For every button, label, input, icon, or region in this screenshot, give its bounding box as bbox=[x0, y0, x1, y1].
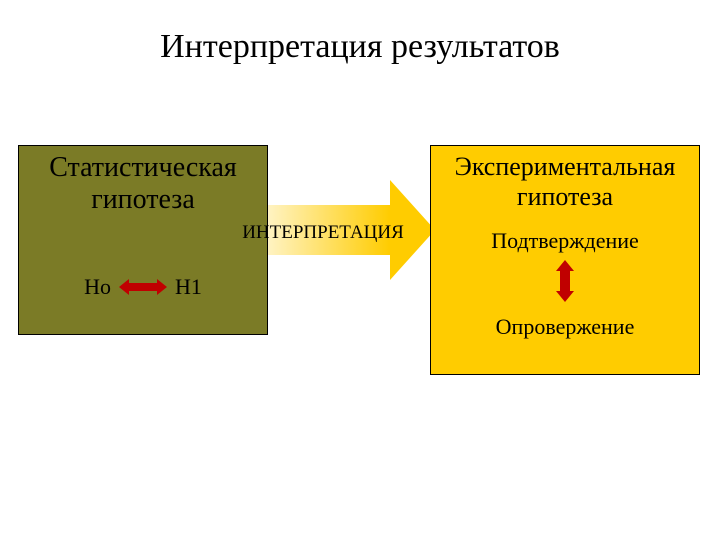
statistical-heading-line1: Статистическая bbox=[19, 152, 267, 184]
interpretation-label: ИНТЕРПРЕТАЦИЯ bbox=[218, 222, 428, 244]
statistical-hypothesis-heading: Статистическая гипотеза bbox=[19, 146, 267, 216]
h0-label: Но bbox=[84, 274, 111, 300]
refutation-label: Опровержение bbox=[431, 314, 699, 340]
experimental-heading-line2: гипотеза bbox=[431, 182, 699, 212]
slide-title: Интерпретация результатов bbox=[0, 28, 720, 66]
confirmation-label: Подтверждение bbox=[431, 228, 699, 254]
statistical-heading-line2: гипотеза bbox=[19, 184, 267, 216]
h0-h1-row: Но Н1 bbox=[19, 274, 267, 300]
experimental-heading-line1: Экспериментальная bbox=[431, 152, 699, 182]
confirm-refute-double-arrow-icon bbox=[556, 260, 574, 302]
slide-title-text: Интерпретация результатов bbox=[160, 28, 560, 65]
h0-h1-double-arrow-icon bbox=[119, 279, 167, 295]
experimental-hypothesis-heading: Экспериментальная гипотеза bbox=[431, 146, 699, 212]
h1-label: Н1 bbox=[175, 274, 202, 300]
experimental-hypothesis-box: Экспериментальная гипотеза Подтверждение… bbox=[430, 145, 700, 375]
